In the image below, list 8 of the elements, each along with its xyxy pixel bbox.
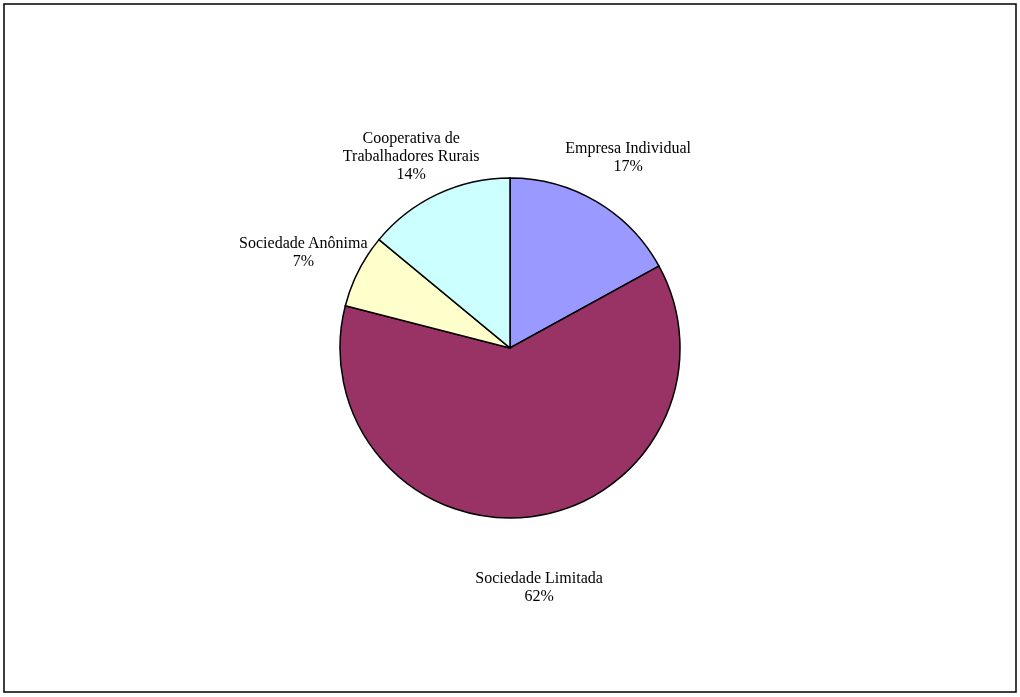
slice-label: Sociedade Limitada: [475, 569, 603, 587]
data-label: 7%: [292, 251, 314, 269]
data-label: 17%: [613, 157, 643, 175]
slice-label: Sociedade Anônima: [239, 233, 368, 251]
slice-label: Cooperativa de Trabalhadores Rurais: [342, 129, 480, 165]
data-label: 14%: [396, 165, 426, 183]
data-label: 62%: [524, 587, 554, 605]
slice-label: Empresa Individual: [565, 139, 692, 158]
